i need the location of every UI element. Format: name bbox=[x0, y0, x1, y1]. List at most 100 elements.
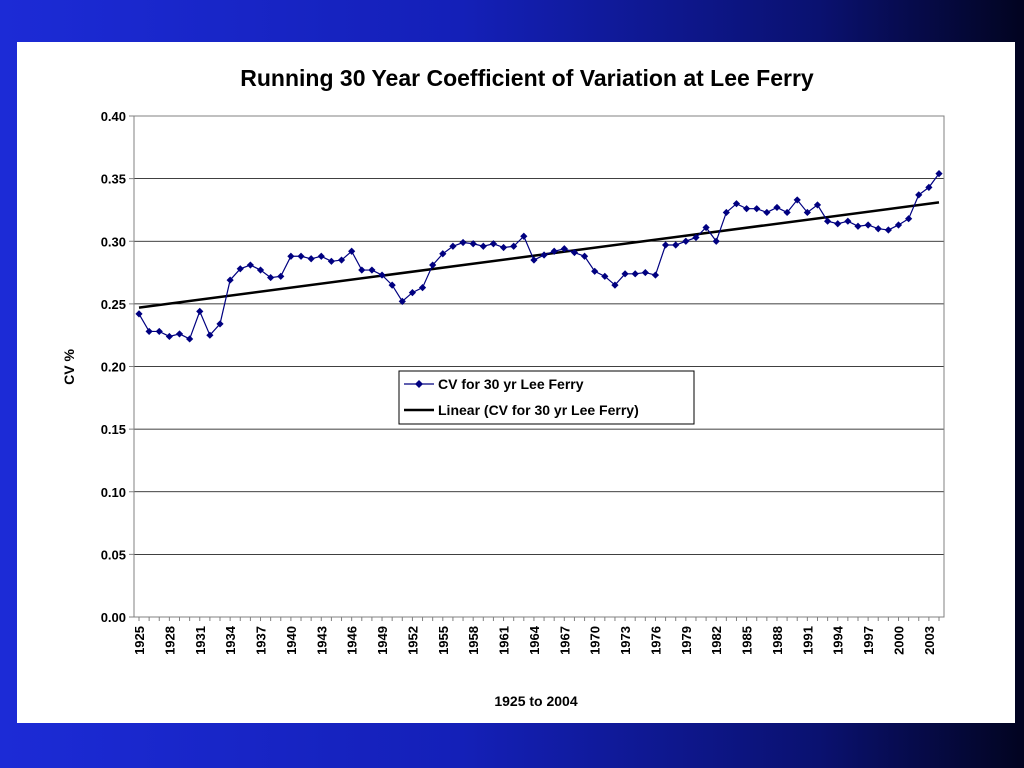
data-point bbox=[621, 270, 629, 278]
data-point bbox=[368, 266, 376, 274]
x-tick-label: 1964 bbox=[527, 625, 542, 655]
data-point bbox=[874, 225, 882, 233]
x-tick-label: 1961 bbox=[497, 626, 512, 655]
data-point bbox=[854, 222, 862, 230]
data-point bbox=[864, 221, 872, 229]
x-tick-label: 1973 bbox=[618, 626, 633, 655]
data-point bbox=[155, 327, 163, 336]
data-point bbox=[601, 272, 609, 280]
y-tick-label: 0.35 bbox=[101, 172, 126, 187]
data-point bbox=[287, 252, 295, 260]
data-point bbox=[135, 310, 143, 318]
x-axis-label: 1925 to 2004 bbox=[494, 693, 577, 709]
x-tick-label: 1988 bbox=[770, 626, 785, 655]
y-tick-label: 0.40 bbox=[101, 109, 126, 124]
x-tick-label: 1985 bbox=[740, 626, 755, 655]
data-point bbox=[732, 200, 741, 208]
data-point bbox=[236, 265, 244, 273]
data-point bbox=[256, 266, 265, 274]
legend-series-marker bbox=[415, 380, 423, 388]
x-tick-label: 1967 bbox=[557, 626, 572, 655]
data-point bbox=[398, 297, 406, 305]
data-point bbox=[591, 267, 599, 275]
x-tick-label: 1958 bbox=[466, 626, 481, 655]
data-point bbox=[186, 335, 194, 343]
data-point bbox=[246, 261, 254, 269]
data-point bbox=[803, 208, 811, 217]
data-point bbox=[813, 201, 822, 209]
data-point bbox=[520, 232, 528, 240]
data-point bbox=[884, 226, 892, 234]
x-tick-label: 1946 bbox=[345, 626, 360, 655]
data-point bbox=[418, 283, 427, 292]
x-tick-label: 1982 bbox=[709, 626, 724, 655]
x-tick-label: 1928 bbox=[162, 626, 177, 655]
x-tick-label: 1943 bbox=[314, 626, 329, 655]
y-tick-label: 0.30 bbox=[101, 234, 126, 249]
data-point bbox=[348, 247, 356, 255]
data-point bbox=[550, 247, 558, 255]
data-point bbox=[692, 233, 700, 242]
data-point bbox=[905, 215, 913, 223]
data-point bbox=[935, 170, 943, 178]
trendline bbox=[138, 201, 940, 309]
data-point bbox=[672, 241, 680, 249]
chart: Running 30 Year Coefficient of Variation… bbox=[61, 65, 945, 709]
data-point bbox=[175, 330, 184, 338]
data-point bbox=[580, 252, 589, 260]
data-point bbox=[925, 183, 933, 191]
x-tick-label: 1955 bbox=[436, 626, 451, 655]
legend: CV for 30 yr Lee Ferry Linear (CV for 30… bbox=[398, 370, 695, 425]
data-point bbox=[267, 273, 275, 282]
x-tick-label: 1979 bbox=[679, 626, 694, 655]
y-tick-label: 0.20 bbox=[101, 360, 126, 375]
slide: Running 30 Year Coefficient of Variation… bbox=[17, 42, 1015, 723]
data-point bbox=[378, 271, 386, 279]
x-tick-label: 1997 bbox=[861, 626, 876, 655]
y-tick-label: 0.10 bbox=[101, 485, 126, 500]
data-point bbox=[540, 251, 548, 259]
data-point bbox=[834, 220, 842, 228]
x-axis-ticks: 1925 1928 1931 1934 1937 1940 1943 1946 1949 1952… bbox=[132, 617, 940, 655]
data-point bbox=[763, 208, 771, 217]
data-point bbox=[216, 320, 224, 328]
data-point bbox=[712, 237, 720, 245]
data-point bbox=[773, 203, 781, 212]
x-tick-label: 1994 bbox=[831, 625, 846, 655]
data-point bbox=[894, 221, 903, 229]
data-point bbox=[277, 272, 285, 280]
data-point bbox=[307, 255, 315, 263]
x-tick-label: 1940 bbox=[284, 626, 299, 655]
x-tick-label: 1970 bbox=[588, 626, 603, 655]
data-point bbox=[206, 331, 214, 339]
data-point bbox=[297, 252, 305, 260]
data-point bbox=[742, 205, 751, 213]
x-tick-label: 1937 bbox=[254, 626, 269, 655]
data-point bbox=[510, 242, 518, 250]
grid-lines bbox=[134, 115, 944, 555]
data-point bbox=[449, 242, 457, 250]
data-point bbox=[196, 307, 204, 315]
data-point bbox=[783, 208, 791, 217]
data-point bbox=[753, 205, 761, 213]
data-point bbox=[651, 271, 660, 279]
trendline-layer bbox=[138, 201, 940, 309]
data-point bbox=[439, 250, 447, 258]
y-axis-label: CV % bbox=[61, 349, 77, 385]
data-point bbox=[358, 266, 366, 274]
x-tick-label: 2003 bbox=[922, 626, 937, 655]
x-tick-label: 1949 bbox=[375, 626, 390, 655]
data-point bbox=[682, 237, 690, 245]
x-tick-label: 1934 bbox=[223, 625, 238, 655]
data-point bbox=[459, 238, 467, 247]
data-point bbox=[226, 276, 234, 284]
x-tick-label: 1952 bbox=[405, 626, 420, 655]
data-point bbox=[165, 332, 173, 341]
data-point bbox=[915, 191, 923, 199]
x-tick-label: 1925 bbox=[132, 626, 147, 655]
data-point bbox=[631, 270, 639, 278]
y-tick-label: 0.00 bbox=[101, 610, 126, 625]
y-tick-label: 0.05 bbox=[101, 547, 126, 562]
data-point bbox=[793, 196, 801, 204]
chart-title: Running 30 Year Coefficient of Variation… bbox=[240, 65, 814, 91]
